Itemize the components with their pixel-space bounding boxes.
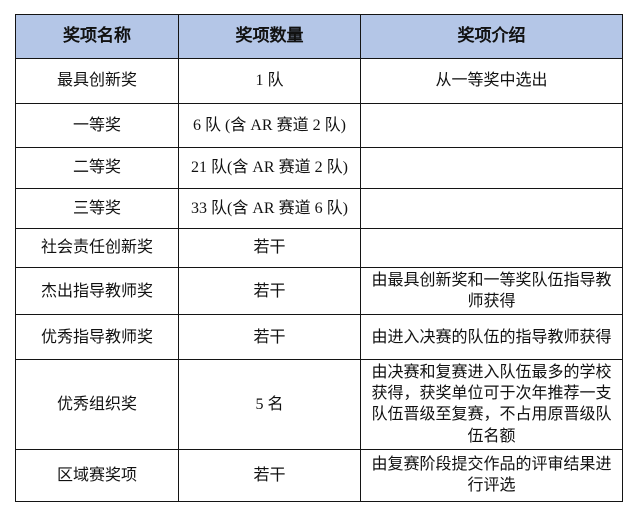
award-name-cell: 二等奖 bbox=[15, 147, 179, 189]
award-description-cell: 由决赛和复赛进入队伍最多的学校获得，获奖单位可于次年推荐一支队伍晋级至复赛，不占… bbox=[360, 359, 623, 450]
award-quantity-cell: 1 队 bbox=[178, 58, 361, 104]
table-row: 一等奖 6 队 (含 AR 赛道 2 队) bbox=[15, 103, 623, 148]
award-name-cell: 三等奖 bbox=[15, 188, 179, 229]
award-quantity-cell: 若干 bbox=[178, 266, 361, 316]
award-description-cell bbox=[360, 228, 623, 268]
column-header-award-name: 奖项名称 bbox=[15, 14, 179, 59]
award-description-cell: 由最具创新奖和一等奖队伍指导教师获得 bbox=[360, 266, 623, 316]
award-description-cell bbox=[360, 188, 623, 229]
table-row: 社会责任创新奖 若干 bbox=[15, 228, 623, 268]
award-name-cell: 社会责任创新奖 bbox=[15, 228, 179, 268]
award-quantity-cell: 若干 bbox=[178, 228, 361, 268]
column-header-award-description: 奖项介绍 bbox=[360, 14, 623, 59]
table-row: 杰出指导教师奖 若干 由最具创新奖和一等奖队伍指导教师获得 bbox=[15, 266, 623, 316]
table-row: 最具创新奖 1 队 从一等奖中选出 bbox=[15, 58, 623, 104]
award-description-cell: 从一等奖中选出 bbox=[360, 58, 623, 104]
column-header-award-quantity: 奖项数量 bbox=[178, 14, 361, 59]
table-row: 优秀组织奖 5 名 由决赛和复赛进入队伍最多的学校获得，获奖单位可于次年推荐一支… bbox=[15, 359, 623, 450]
table-row: 区域赛奖项 若干 由复赛阶段提交作品的评审结果进行评选 bbox=[15, 448, 623, 502]
award-name-cell: 一等奖 bbox=[15, 103, 179, 148]
table-row: 二等奖 21 队(含 AR 赛道 2 队) bbox=[15, 147, 623, 189]
award-name-cell: 优秀指导教师奖 bbox=[15, 314, 179, 361]
award-quantity-cell: 若干 bbox=[178, 448, 361, 502]
award-description-cell: 由进入决赛的队伍的指导教师获得 bbox=[360, 314, 623, 361]
award-quantity-cell: 33 队(含 AR 赛道 6 队) bbox=[178, 188, 361, 229]
awards-table: 奖项名称 奖项数量 奖项介绍 最具创新奖 1 队 从一等奖中选出 一等奖 6 队… bbox=[15, 14, 623, 502]
award-description-cell bbox=[360, 103, 623, 148]
award-quantity-cell: 若干 bbox=[178, 314, 361, 361]
award-quantity-cell: 21 队(含 AR 赛道 2 队) bbox=[178, 147, 361, 189]
award-description-cell: 由复赛阶段提交作品的评审结果进行评选 bbox=[360, 448, 623, 502]
award-name-cell: 最具创新奖 bbox=[15, 58, 179, 104]
award-quantity-cell: 6 队 (含 AR 赛道 2 队) bbox=[178, 103, 361, 148]
award-name-cell: 杰出指导教师奖 bbox=[15, 266, 179, 316]
table-row: 优秀指导教师奖 若干 由进入决赛的队伍的指导教师获得 bbox=[15, 314, 623, 361]
award-name-cell: 优秀组织奖 bbox=[15, 359, 179, 450]
award-description-cell bbox=[360, 147, 623, 189]
table-header-row: 奖项名称 奖项数量 奖项介绍 bbox=[15, 14, 623, 59]
table-row: 三等奖 33 队(含 AR 赛道 6 队) bbox=[15, 188, 623, 229]
award-name-cell: 区域赛奖项 bbox=[15, 448, 179, 502]
award-quantity-cell: 5 名 bbox=[178, 359, 361, 450]
